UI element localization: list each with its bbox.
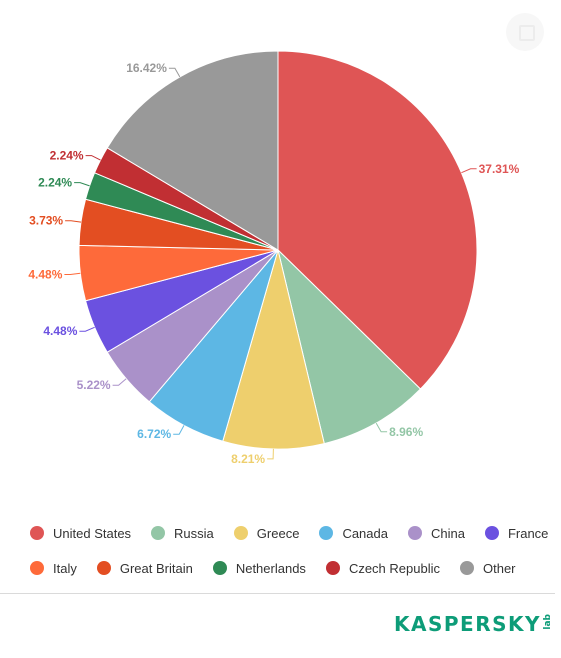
leader-line (112, 378, 127, 386)
leader-line (85, 155, 101, 161)
leader-line (375, 422, 388, 433)
leader-line (168, 67, 181, 78)
leader-line (267, 448, 274, 460)
legend-label: Great Britain (119, 560, 193, 576)
legend-label: Canada (342, 525, 388, 541)
legend-label: France (507, 525, 549, 541)
slice-label: 2.24% (38, 176, 72, 190)
pie-slice-russia[interactable] (277, 248, 422, 445)
footer-divider (0, 593, 555, 594)
legend-item-russia[interactable]: Russia (151, 526, 214, 541)
legend-swatch (484, 526, 499, 540)
legend-item-italy[interactable]: Italy (30, 561, 77, 576)
legend-swatch (459, 561, 474, 575)
slice-label: 3.73% (29, 214, 63, 228)
slice-label: 8.96% (389, 425, 423, 439)
pie-slice-united-states[interactable] (277, 50, 478, 390)
legend-item-united-states[interactable]: United States (30, 526, 131, 541)
legend-label: Greece (256, 525, 300, 541)
legend-item-other[interactable]: Other (459, 560, 516, 576)
legend-item-canada[interactable]: Canada (319, 526, 388, 541)
legend-item-france[interactable]: France (484, 525, 549, 541)
fullscreen-icon[interactable] (506, 13, 544, 51)
logo-text: KASPERSKY (394, 612, 541, 636)
legend-item-netherlands[interactable]: Netherlands (212, 560, 306, 576)
slice-label: 4.48% (28, 268, 62, 282)
legend-swatch (212, 561, 227, 575)
leader-line (64, 272, 81, 275)
legend-swatch (151, 526, 166, 540)
legend-item-great-britain[interactable]: Great Britain (96, 560, 193, 576)
legend-swatch (30, 526, 44, 540)
legend-swatch (30, 561, 44, 575)
leader-line (65, 220, 82, 223)
legend-label: China (430, 525, 465, 541)
leader-line (74, 182, 90, 187)
legend-swatch (233, 526, 248, 540)
legend-swatch (96, 561, 111, 575)
legend-label: United States (53, 525, 132, 541)
legend-swatch (407, 526, 422, 540)
legend-swatch (325, 561, 340, 575)
chart-legend: United States Russia Greece Canada China Fran… (30, 522, 548, 592)
pie-slice-greece[interactable] (222, 248, 325, 450)
legend-label: Russia (174, 525, 214, 541)
pie-chart: 37.31% 8.96% 8.21% 6.72% 5.22% 4.48% 4.48% 3.73… (28, 50, 520, 466)
slice-label: 8.21% (231, 452, 265, 466)
legend-label: Czech Republic (348, 560, 440, 576)
slice-label: 37.31% (479, 162, 520, 176)
slice-label: 16.42% (126, 61, 167, 75)
slice-label: 6.72% (137, 427, 171, 441)
pie-slice-other[interactable] (106, 50, 279, 251)
kaspersky-logo: KASPERSKY lab (394, 612, 553, 640)
leader-line (173, 425, 185, 435)
legend-item-czech-republic[interactable]: Czech Republic (325, 560, 440, 576)
leader-line (461, 168, 477, 174)
logo-sub: lab (543, 614, 553, 630)
slice-label: 5.22% (77, 378, 111, 392)
legend-row: Italy Great Britain Netherlands Czech Repub… (30, 557, 540, 579)
slice-label: 2.24% (50, 149, 84, 163)
legend-swatch (319, 526, 334, 540)
legend-item-greece[interactable]: Greece (233, 525, 300, 541)
legend-row: United States Russia Greece Canada China Fran… (30, 522, 548, 544)
leader-line (79, 326, 95, 332)
slice-label: 4.48% (43, 324, 77, 338)
legend-label: Other (482, 560, 516, 576)
legend-label: Netherlands (235, 560, 306, 576)
legend-item-china[interactable]: China (407, 525, 465, 541)
legend-label: Italy (53, 560, 77, 576)
